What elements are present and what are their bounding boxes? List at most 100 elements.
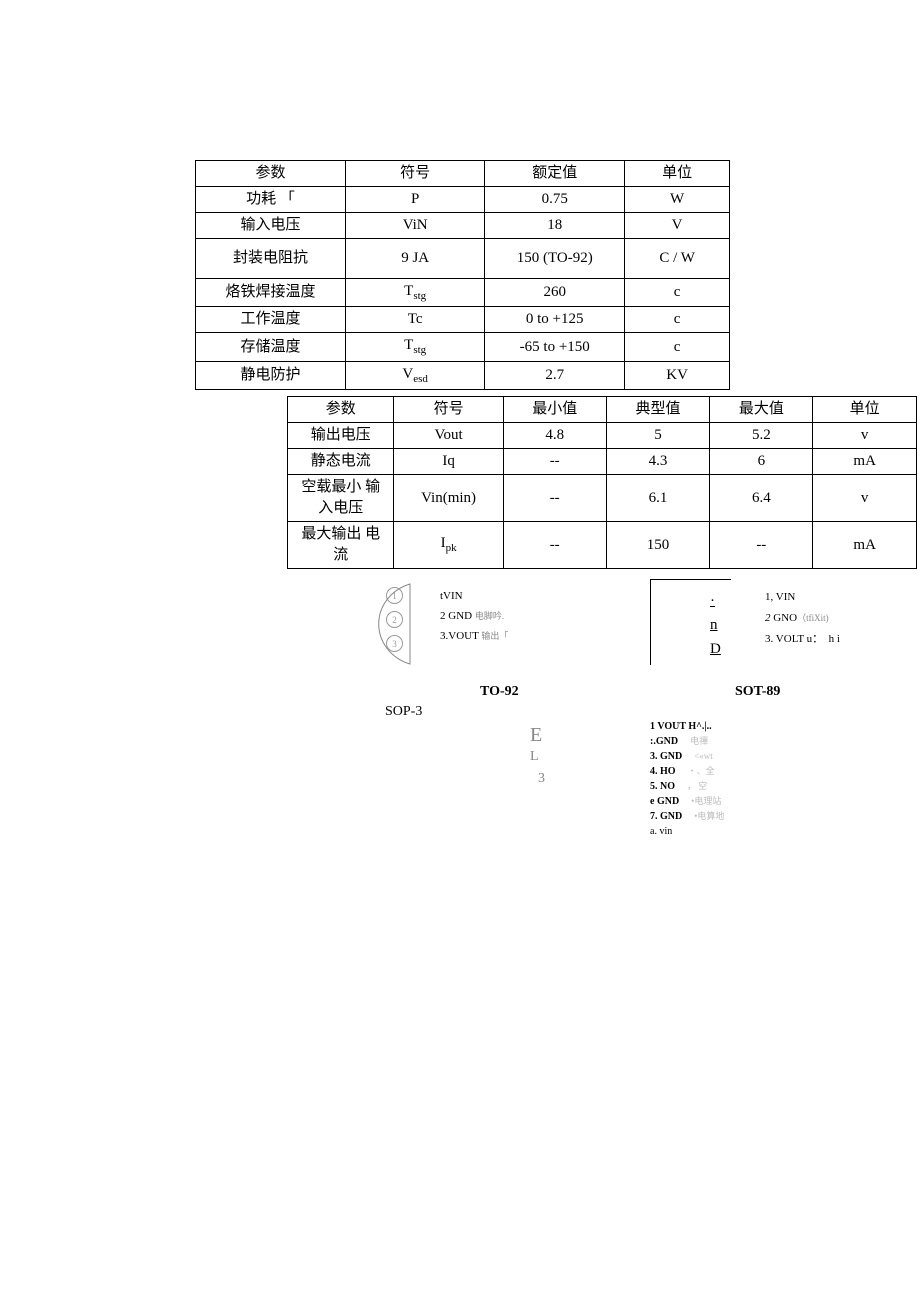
- cell-unit: mA: [813, 522, 917, 569]
- cell-max: --: [710, 522, 813, 569]
- diag-mark: 3: [538, 771, 545, 787]
- to92-title: TO-92: [480, 684, 519, 700]
- cell-unit: c: [625, 279, 730, 307]
- pin-label: 3. VOLT u： h i: [765, 629, 840, 650]
- table-row: 空载最小 输入电压 Vin(min) -- 6.1 6.4 v: [288, 475, 917, 522]
- th-param: 参数: [288, 397, 394, 423]
- table-row: 封装电阻抗 9 JA 150 (TO-92) C / W: [196, 239, 730, 279]
- cell-symbol: Tstg: [346, 279, 485, 307]
- pin-label: tVIN: [440, 587, 508, 607]
- th-typ: 典型值: [606, 397, 710, 423]
- table-row: 烙铁焊接温度 Tstg 260 c: [196, 279, 730, 307]
- th-min: 最小值: [503, 397, 606, 423]
- cell-min: --: [503, 475, 606, 522]
- cell-unit: KV: [625, 361, 730, 389]
- cell-max: 6: [710, 449, 813, 475]
- to92-outline-icon: [340, 579, 420, 669]
- cell-unit: C / W: [625, 239, 730, 279]
- th-rated: 额定值: [485, 161, 625, 187]
- cell-param: 输入电压: [196, 213, 346, 239]
- pin-row: 7. GND•电算地: [650, 809, 724, 824]
- cell-typ: 5: [606, 423, 710, 449]
- cell-param: 烙铁焊接温度: [196, 279, 346, 307]
- cell-symbol: Tstg: [346, 333, 485, 361]
- pin-row: 1 VOUT H^.|..: [650, 719, 724, 734]
- pin-row: :.GND电禪: [650, 734, 724, 749]
- cell-symbol: Iq: [394, 449, 503, 475]
- cell-unit: v: [813, 423, 917, 449]
- cell-rated: 2.7: [485, 361, 625, 389]
- cell-min: --: [503, 522, 606, 569]
- pin-label: 2 GND 电脚吟.: [440, 607, 508, 627]
- cell-param: 空载最小 输入电压: [288, 475, 394, 522]
- cell-unit: c: [625, 307, 730, 333]
- pin-row: a. vin: [650, 824, 724, 839]
- cell-unit: mA: [813, 449, 917, 475]
- cell-rated: 150 (TO-92): [485, 239, 625, 279]
- package-diagrams: 1 2 3 tVIN 2 GND 电脚吟. 3.VOUT 输出「 TO-92 S…: [0, 579, 920, 979]
- cell-unit: V: [625, 213, 730, 239]
- pin-row: 5. NO， 空: [650, 779, 724, 794]
- cell-max: 5.2: [710, 423, 813, 449]
- table-row: 最大输出 电流 Ipk -- 150 -- mA: [288, 522, 917, 569]
- table-row: 静态电流 Iq -- 4.3 6 mA: [288, 449, 917, 475]
- pin-2-icon: 2: [386, 611, 403, 628]
- cell-symbol: Vout: [394, 423, 503, 449]
- pin-row: e GND•电理站: [650, 794, 724, 809]
- pin-label: 3.VOUT 输出「: [440, 627, 508, 647]
- sop3-diagram: E L 3: [530, 724, 545, 787]
- cell-rated: 260: [485, 279, 625, 307]
- sot89-marks: · n D: [710, 589, 721, 661]
- characteristics-table: 参数 符号 最小值 典型值 最大值 单位 输出电压 Vout 4.8 5 5.2…: [287, 396, 917, 569]
- cell-unit: W: [625, 187, 730, 213]
- cell-symbol: 9 JA: [346, 239, 485, 279]
- diag-mark: L: [530, 749, 545, 765]
- cell-param: 封装电阻抗: [196, 239, 346, 279]
- cell-param: 存储温度: [196, 333, 346, 361]
- cell-typ: 4.3: [606, 449, 710, 475]
- cell-symbol: Vin(min): [394, 475, 503, 522]
- cell-typ: 150: [606, 522, 710, 569]
- ratings-table: 参数 符号 额定值 单位 功耗 「 P 0.75 W 输入电压 ViN 18 V…: [195, 160, 730, 390]
- cell-rated: -65 to +150: [485, 333, 625, 361]
- cell-param: 输出电压: [288, 423, 394, 449]
- cell-min: --: [503, 449, 606, 475]
- cell-param: 静电防护: [196, 361, 346, 389]
- cell-symbol: ViN: [346, 213, 485, 239]
- cell-param: 静态电流: [288, 449, 394, 475]
- cell-symbol: Vesd: [346, 361, 485, 389]
- table-row: 静电防护 Vesd 2.7 KV: [196, 361, 730, 389]
- cell-min: 4.8: [503, 423, 606, 449]
- cell-rated: 0.75: [485, 187, 625, 213]
- cell-symbol: Tc: [346, 307, 485, 333]
- cell-param: 工作温度: [196, 307, 346, 333]
- cell-rated: 18: [485, 213, 625, 239]
- pin-row: 4. HO・、全: [650, 764, 724, 779]
- pin-label: 2 GNO（tfiXit): [765, 608, 840, 629]
- cell-param: 最大输出 电流: [288, 522, 394, 569]
- th-unit: 单位: [813, 397, 917, 423]
- cell-param: 功耗 「: [196, 187, 346, 213]
- th-unit: 单位: [625, 161, 730, 187]
- sop8-pinlist: 1 VOUT H^.|.. :.GND电禪 3. GND<«wt 4. HO・、…: [650, 719, 724, 839]
- cell-typ: 6.1: [606, 475, 710, 522]
- sot89-title: SOT-89: [735, 684, 780, 700]
- th-max: 最大值: [710, 397, 813, 423]
- th-symbol: 符号: [394, 397, 503, 423]
- table-header-row: 参数 符号 额定值 单位: [196, 161, 730, 187]
- table-row: 工作温度 Tc 0 to +125 c: [196, 307, 730, 333]
- table-row: 输入电压 ViN 18 V: [196, 213, 730, 239]
- pin-row: 3. GND<«wt: [650, 749, 724, 764]
- table-row: 存储温度 Tstg -65 to +150 c: [196, 333, 730, 361]
- cell-unit: c: [625, 333, 730, 361]
- pin-label: 1, VIN: [765, 587, 840, 608]
- pin-3-icon: 3: [386, 635, 403, 652]
- th-param: 参数: [196, 161, 346, 187]
- th-symbol: 符号: [346, 161, 485, 187]
- cell-max: 6.4: [710, 475, 813, 522]
- cell-symbol: Ipk: [394, 522, 503, 569]
- cell-symbol: P: [346, 187, 485, 213]
- table-row: 输出电压 Vout 4.8 5 5.2 v: [288, 423, 917, 449]
- cell-unit: v: [813, 475, 917, 522]
- pin-1-icon: 1: [386, 587, 403, 604]
